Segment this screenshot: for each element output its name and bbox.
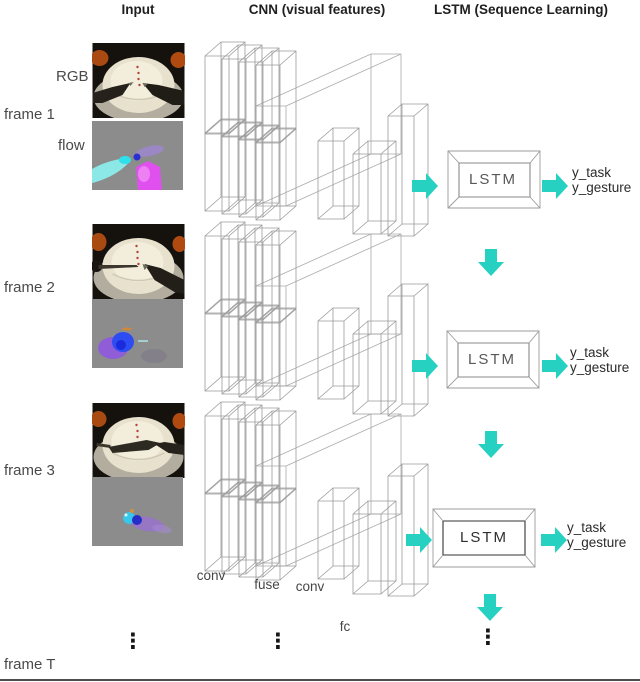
y-task-label: y_task <box>572 165 612 180</box>
frame-T-label: frame T <box>4 656 56 673</box>
outputs-frame-1: y_task y_gesture <box>572 165 631 195</box>
outputs-frame-3: y_task y_gesture <box>567 520 626 550</box>
lstm-3-label: LSTM <box>459 529 509 546</box>
rgb-image-frame-2 <box>92 224 185 299</box>
flow-image-frame-1 <box>92 121 183 190</box>
conv2-label: conv <box>295 579 325 594</box>
conv1-label: conv <box>196 568 226 583</box>
y-gesture-label: y_gesture <box>567 535 627 550</box>
rgb-image-frame-1 <box>92 43 185 118</box>
column-header-cnn: CNN (visual features) <box>248 2 386 17</box>
column-header-input: Input <box>121 2 155 17</box>
flow-image-frame-2 <box>92 299 183 368</box>
cnn-column-ellipsis: ⋮ <box>267 630 289 653</box>
rgb-label: RGB <box>56 68 89 85</box>
frame-2-label: frame 2 <box>4 279 55 296</box>
frame-3-label: frame 3 <box>4 462 55 479</box>
rgb-image-frame-3 <box>92 403 185 478</box>
lstm-1-label: LSTM <box>468 171 518 188</box>
fuse-label: fuse <box>254 577 280 592</box>
figure-bottom-border <box>0 679 640 681</box>
column-header-lstm: LSTM (Sequence Learning) <box>433 2 609 17</box>
input-column-ellipsis: ⋮ <box>122 630 144 653</box>
flow-label: flow <box>58 137 85 154</box>
y-task-label: y_task <box>567 520 607 535</box>
y-task-label: y_task <box>570 345 610 360</box>
y-gesture-label: y_gesture <box>572 180 632 195</box>
lstm-2-label: LSTM <box>467 351 517 368</box>
frame-1-label: frame 1 <box>4 106 55 123</box>
outputs-frame-2: y_task y_gesture <box>570 345 629 375</box>
y-gesture-label: y_gesture <box>570 360 630 375</box>
fc-label: fc <box>339 619 351 634</box>
lstm-column-ellipsis: ⋮ <box>477 626 499 649</box>
flow-image-frame-3 <box>92 477 183 546</box>
